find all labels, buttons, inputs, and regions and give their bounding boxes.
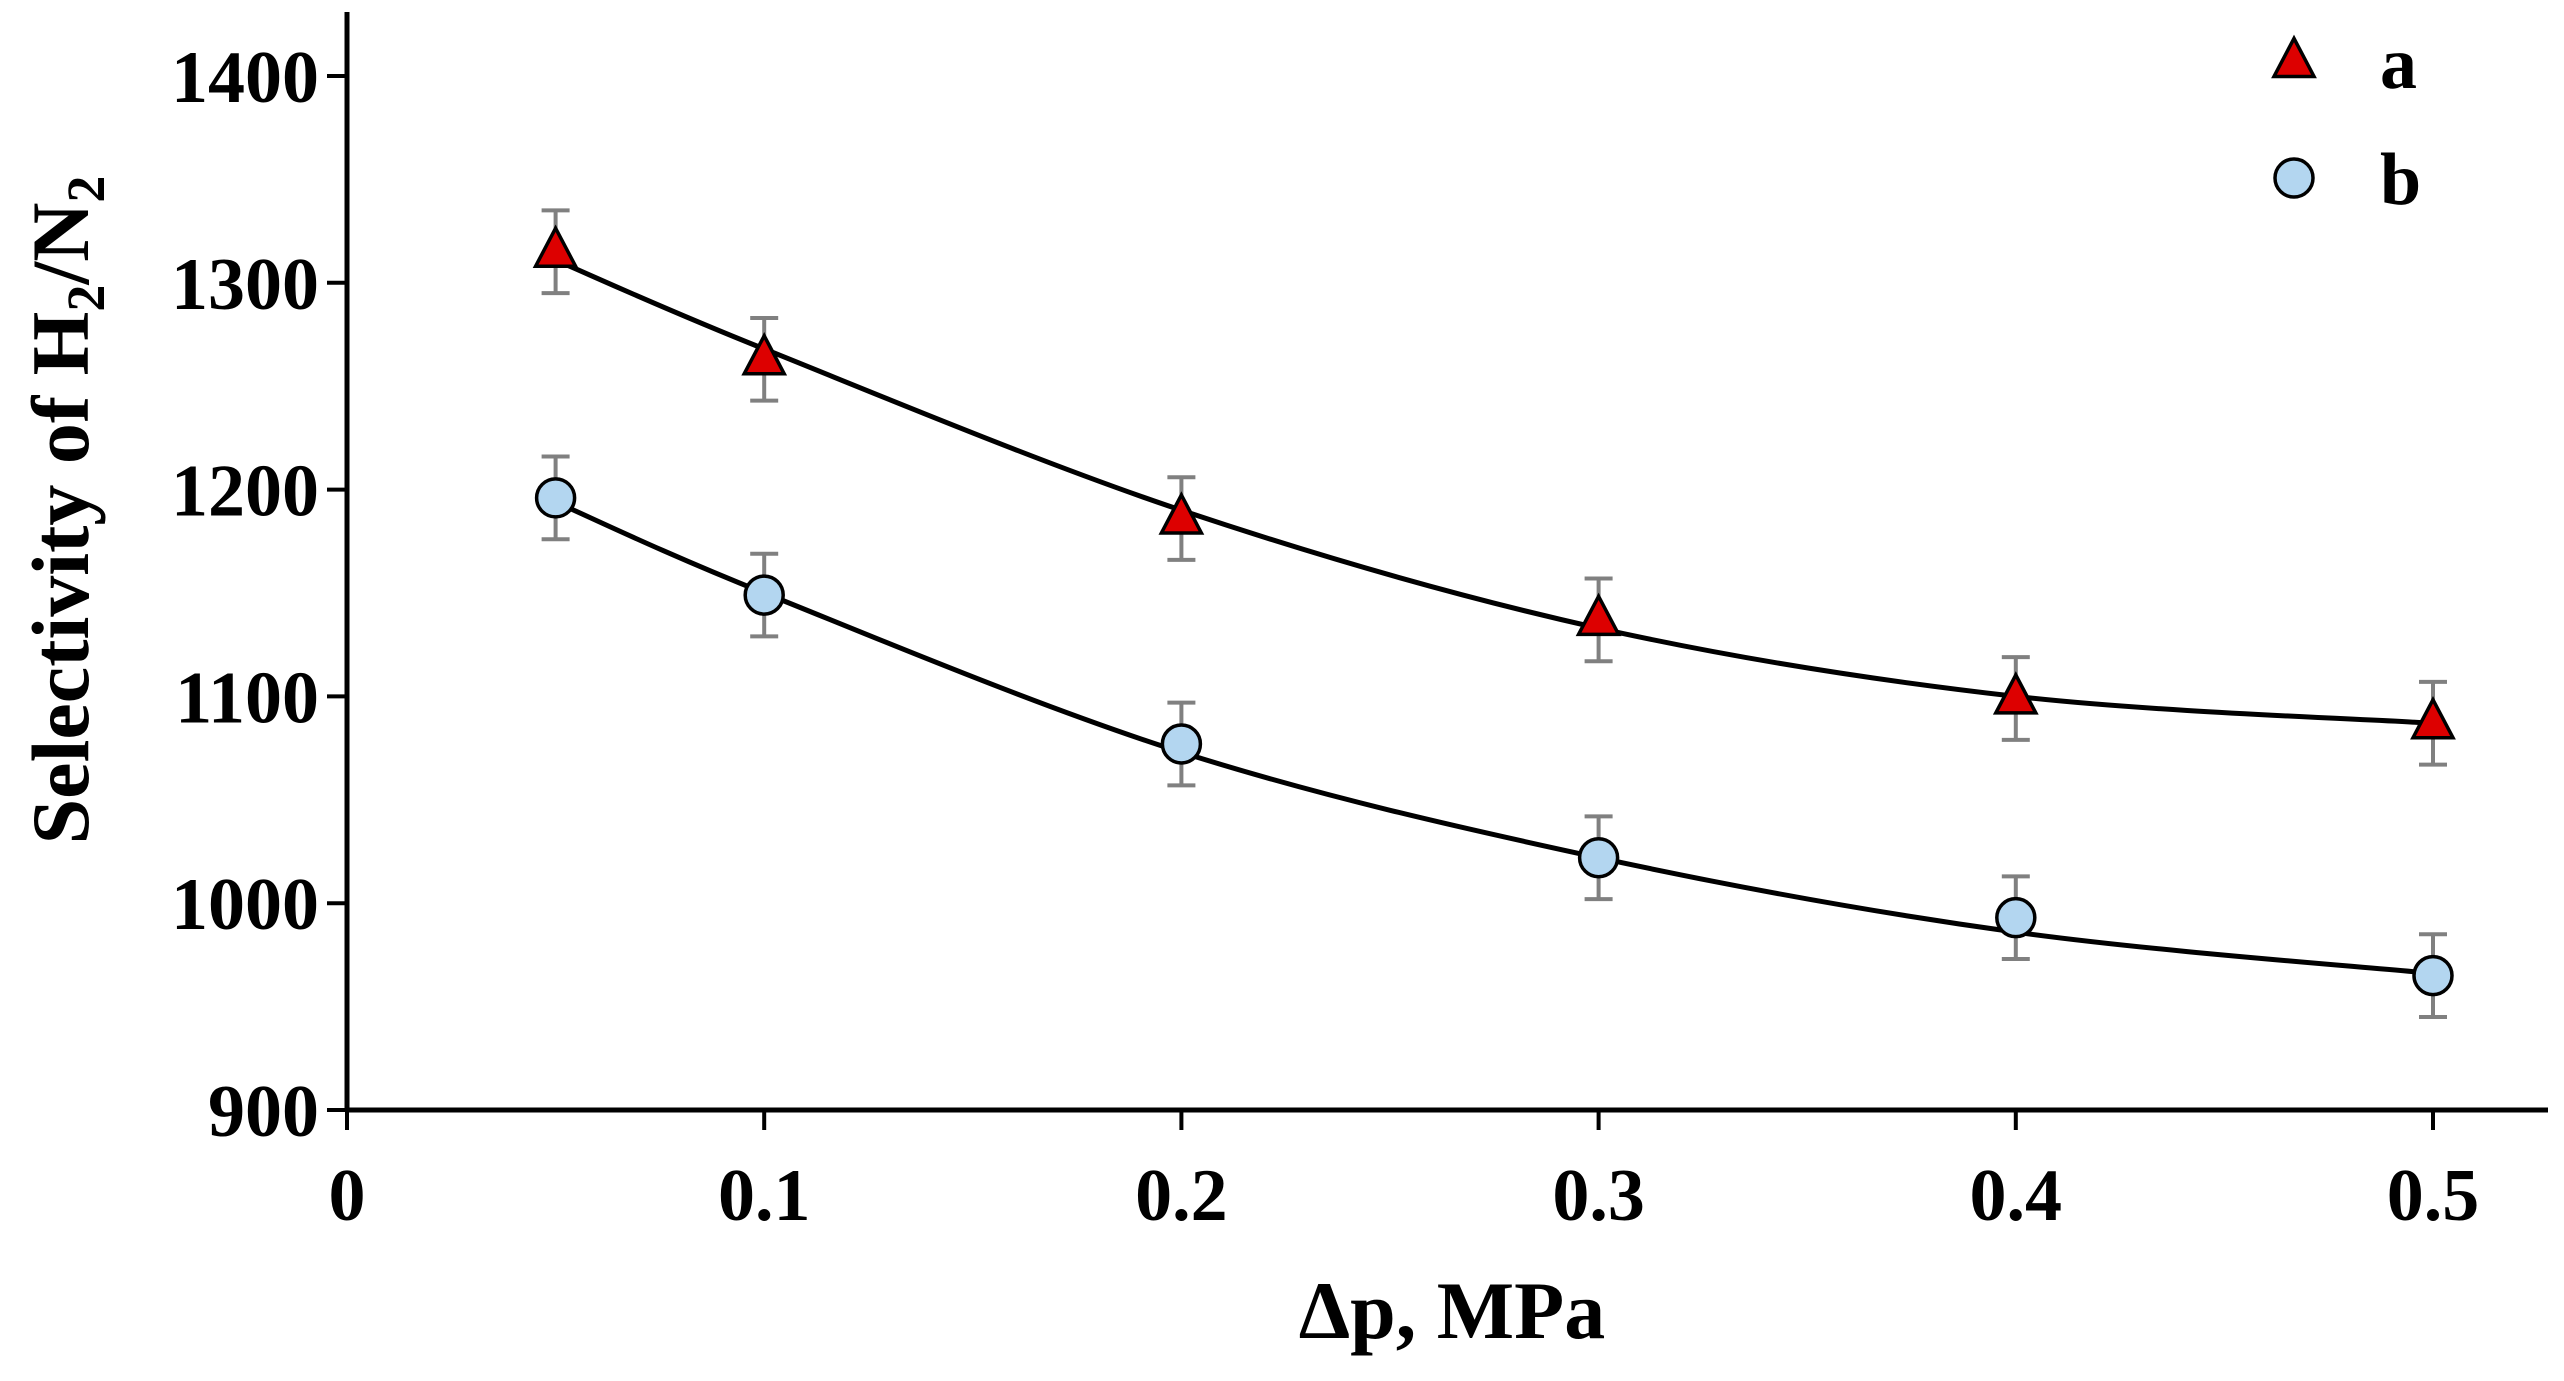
data-points (532, 224, 2456, 997)
x-tick-label: 0 (329, 1155, 366, 1237)
x-tick-label: 0.1 (718, 1155, 811, 1237)
data-point-b (534, 477, 577, 519)
y-tick-label: 900 (208, 1071, 319, 1153)
y-axis-title-prefix: Selectivity of H (15, 312, 106, 845)
y-axis-title-sub2: 2 (56, 176, 116, 203)
data-point-a (532, 224, 579, 268)
legend-marker-b (2273, 157, 2315, 199)
data-point-b (2412, 954, 2454, 997)
data-point-b (1995, 896, 2037, 939)
x-tick-label: 0.3 (1552, 1155, 1645, 1237)
fit-curves (554, 257, 2434, 976)
y-axis-title-sub1: 2 (56, 285, 116, 312)
y-axis-title-middle: /N (15, 203, 106, 286)
data-point-a (741, 331, 788, 376)
legend-marker-a (2271, 34, 2317, 79)
y-tick-label: 1100 (175, 657, 319, 739)
error-bars (541, 208, 2447, 1019)
y-tick-label: 1300 (171, 244, 319, 326)
legend-label-a: a (2380, 23, 2417, 105)
data-point-a (1158, 491, 1205, 535)
y-tick-label: 1000 (171, 864, 319, 946)
y-axis-title: Selectivity of H2/N2 (15, 176, 116, 845)
data-point-a (1575, 592, 1622, 637)
fit-curve-b (554, 499, 2434, 976)
y-tick-label: 1200 (171, 451, 319, 533)
data-point-a (1992, 671, 2039, 715)
legend: ab (2271, 23, 2421, 221)
data-point-b (1577, 836, 1620, 879)
axes (344, 12, 2548, 1113)
data-point-b (1160, 723, 1203, 765)
x-tick-label: 0.2 (1135, 1155, 1228, 1237)
data-point-a (2410, 695, 2456, 740)
legend-label-b: b (2380, 139, 2421, 221)
fit-curve-a (554, 257, 2434, 726)
x-tick-label: 0.4 (1970, 1155, 2063, 1237)
y-tick-label: 1400 (171, 37, 319, 119)
x-axis-title: Δp, MPa (1299, 1265, 1606, 1356)
x-tick-label: 0.5 (2387, 1155, 2480, 1237)
ticks: 900 1000 1100 1200 1300 1400 0 0.1 0.2 0.3 0.4 0.5 (171, 37, 2479, 1237)
data-point-b (743, 574, 785, 616)
